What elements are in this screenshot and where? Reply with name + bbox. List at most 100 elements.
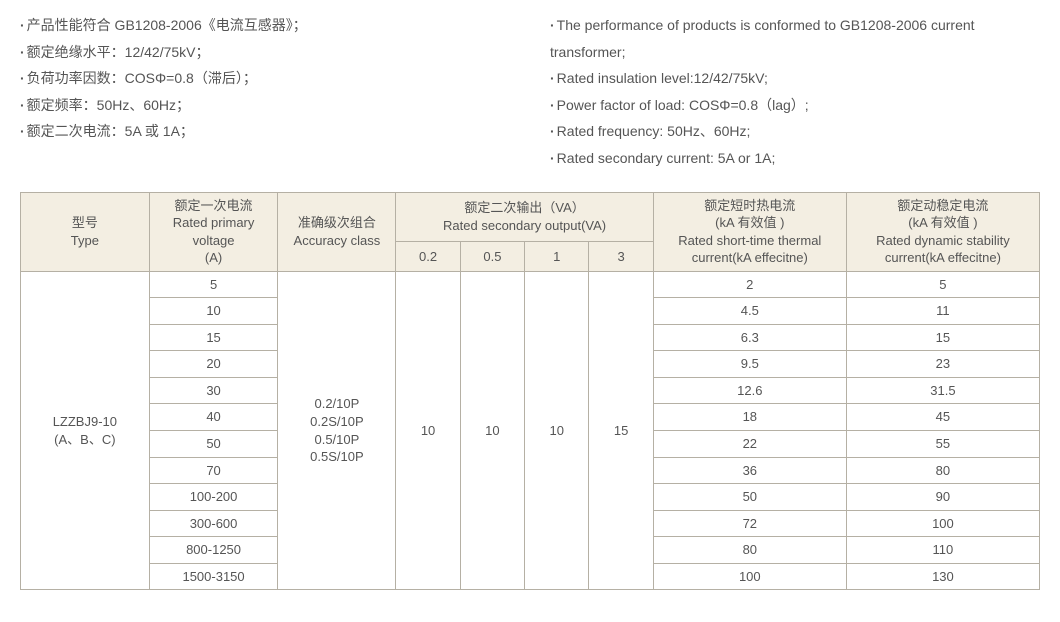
- cell-accuracy: 0.2/10P 0.2S/10P 0.5/10P 0.5S/10P: [278, 271, 396, 590]
- spec-line: ·The performance of products is conforme…: [550, 12, 1040, 65]
- th-sub: 0.2: [396, 241, 460, 271]
- cell-thermal: 100: [653, 563, 846, 590]
- cell-dynamic: 15: [846, 324, 1039, 351]
- cell-thermal: 36: [653, 457, 846, 484]
- table-row: LZZBJ9-10 (A、B、C) 5 0.2/10P 0.2S/10P 0.5…: [21, 271, 1040, 298]
- cell-dynamic: 11: [846, 298, 1039, 325]
- cell-out: 10: [525, 271, 589, 590]
- th-thermal: 额定短时热电流 (kA 有效值 ) Rated short-time therm…: [653, 192, 846, 271]
- cell-thermal: 22: [653, 431, 846, 458]
- th-dynamic: 额定动稳定电流 (kA 有效值 ) Rated dynamic stabilit…: [846, 192, 1039, 271]
- spec-line: ·额定频率：50Hz、60Hz；: [20, 92, 510, 119]
- cell-thermal: 72: [653, 510, 846, 537]
- cell-dynamic: 5: [846, 271, 1039, 298]
- th-sub: 1: [525, 241, 589, 271]
- th-sub: 0.5: [460, 241, 524, 271]
- cell-dynamic: 90: [846, 484, 1039, 511]
- th-sub: 3: [589, 241, 653, 271]
- spec-line: ·产品性能符合 GB1208-2006《电流互感器》；: [20, 12, 510, 39]
- cell-out: 10: [460, 271, 524, 590]
- spec-line: ·Power factor of load: COSΦ=0.8（lag）;: [550, 92, 1040, 119]
- spec-text: The performance of products is conformed…: [550, 17, 975, 60]
- th-label: Type: [27, 232, 143, 250]
- th-label: 额定短时热电流: [660, 197, 840, 215]
- th-label: 额定动稳定电流: [853, 197, 1033, 215]
- th-label: 额定一次电流: [156, 197, 272, 215]
- spec-line: ·Rated frequency: 50Hz、60Hz;: [550, 118, 1040, 145]
- spec-line: ·额定二次电流：5A 或 1A；: [20, 118, 510, 145]
- cell-text: 0.5S/10P: [284, 448, 389, 466]
- cell-primary: 5: [149, 271, 278, 298]
- cell-thermal: 18: [653, 404, 846, 431]
- cell-dynamic: 23: [846, 351, 1039, 378]
- spec-text: Rated secondary current: 5A or 1A;: [557, 150, 776, 166]
- cell-dynamic: 100: [846, 510, 1039, 537]
- cell-out: 10: [396, 271, 460, 590]
- th-label: (A): [156, 249, 272, 267]
- spec-line: ·Rated insulation level:12/42/75kV;: [550, 65, 1040, 92]
- cell-out: 15: [589, 271, 653, 590]
- cell-primary: 70: [149, 457, 278, 484]
- cell-text: 0.5/10P: [284, 431, 389, 449]
- spec-text: 负荷功率因数：COSΦ=0.8（滞后）；: [27, 70, 257, 86]
- spec-line: ·额定绝缘水平：12/42/75kV；: [20, 39, 510, 66]
- specs-right-column: ·The performance of products is conforme…: [550, 12, 1040, 172]
- table-body: LZZBJ9-10 (A、B、C) 5 0.2/10P 0.2S/10P 0.5…: [21, 271, 1040, 590]
- table-head: 型号 Type 额定一次电流 Rated primary voltage (A)…: [21, 192, 1040, 271]
- cell-text: 0.2S/10P: [284, 413, 389, 431]
- cell-dynamic: 31.5: [846, 377, 1039, 404]
- th-label: Rated short-time thermal current(kA effe…: [660, 232, 840, 267]
- th-accuracy: 准确级次组合 Accuracy class: [278, 192, 396, 271]
- cell-dynamic: 45: [846, 404, 1039, 431]
- cell-thermal: 2: [653, 271, 846, 298]
- cell-text: (A、B、C): [27, 431, 143, 449]
- spec-line: ·Rated secondary current: 5A or 1A;: [550, 145, 1040, 172]
- cell-primary: 800-1250: [149, 537, 278, 564]
- cell-primary: 50: [149, 431, 278, 458]
- th-label: 准确级次组合: [284, 214, 389, 232]
- cell-primary: 10: [149, 298, 278, 325]
- th-label: (kA 有效值 ): [660, 214, 840, 232]
- th-label: Rated primary voltage: [156, 214, 272, 249]
- th-label: Rated secondary output(VA): [402, 217, 646, 235]
- cell-primary: 30: [149, 377, 278, 404]
- cell-dynamic: 80: [846, 457, 1039, 484]
- cell-primary: 100-200: [149, 484, 278, 511]
- spec-text: 额定绝缘水平：12/42/75kV；: [27, 44, 210, 60]
- cell-primary: 20: [149, 351, 278, 378]
- spec-text: Rated insulation level:12/42/75kV;: [557, 70, 768, 86]
- cell-dynamic: 110: [846, 537, 1039, 564]
- th-type: 型号 Type: [21, 192, 150, 271]
- cell-thermal: 6.3: [653, 324, 846, 351]
- cell-primary: 40: [149, 404, 278, 431]
- spec-text: Rated frequency: 50Hz、60Hz;: [557, 123, 751, 139]
- spec-text: Power factor of load: COSΦ=0.8（lag）;: [557, 97, 809, 113]
- cell-thermal: 80: [653, 537, 846, 564]
- cell-thermal: 12.6: [653, 377, 846, 404]
- cell-text: LZZBJ9-10: [27, 413, 143, 431]
- cell-thermal: 9.5: [653, 351, 846, 378]
- cell-primary: 15: [149, 324, 278, 351]
- th-secondary-output: 额定二次输出（VA） Rated secondary output(VA): [396, 192, 653, 241]
- cell-thermal: 4.5: [653, 298, 846, 325]
- specs-left-column: ·产品性能符合 GB1208-2006《电流互感器》； ·额定绝缘水平：12/4…: [20, 12, 510, 172]
- spec-line: ·负荷功率因数：COSΦ=0.8（滞后）；: [20, 65, 510, 92]
- spec-text: 产品性能符合 GB1208-2006《电流互感器》；: [27, 17, 307, 33]
- cell-primary: 1500-3150: [149, 563, 278, 590]
- specs-top: ·产品性能符合 GB1208-2006《电流互感器》； ·额定绝缘水平：12/4…: [20, 12, 1040, 172]
- th-primary: 额定一次电流 Rated primary voltage (A): [149, 192, 278, 271]
- th-label: (kA 有效值 ): [853, 214, 1033, 232]
- cell-dynamic: 130: [846, 563, 1039, 590]
- spec-text: 额定频率：50Hz、60Hz；: [27, 97, 190, 113]
- cell-type: LZZBJ9-10 (A、B、C): [21, 271, 150, 590]
- th-label: Rated dynamic stability current(kA effec…: [853, 232, 1033, 267]
- cell-thermal: 50: [653, 484, 846, 511]
- cell-text: 0.2/10P: [284, 395, 389, 413]
- th-label: Accuracy class: [284, 232, 389, 250]
- cell-dynamic: 55: [846, 431, 1039, 458]
- cell-primary: 300-600: [149, 510, 278, 537]
- specs-table: 型号 Type 额定一次电流 Rated primary voltage (A)…: [20, 192, 1040, 591]
- th-label: 额定二次输出（VA）: [402, 199, 646, 217]
- th-label: 型号: [27, 214, 143, 232]
- spec-text: 额定二次电流：5A 或 1A；: [27, 123, 194, 139]
